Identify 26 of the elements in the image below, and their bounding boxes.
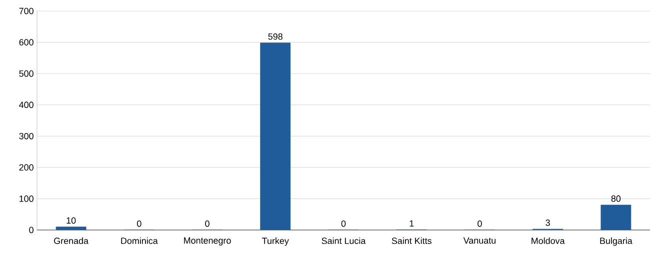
- data-label: 10: [66, 217, 76, 224]
- y-tick-label: 500: [19, 70, 34, 77]
- y-tick-label: 200: [19, 164, 34, 171]
- data-label: 0: [478, 220, 482, 227]
- data-label: 598: [268, 33, 282, 40]
- x-tick-label: Moldova: [532, 237, 565, 244]
- data-label: 0: [137, 220, 142, 227]
- data-label: 3: [546, 220, 550, 226]
- data-label: 0: [341, 220, 346, 227]
- x-tick-label: Grenada: [54, 237, 88, 244]
- data-label: 80: [611, 195, 621, 202]
- x-tick-label: Saint Kitts: [392, 237, 432, 244]
- x-tick-label: Dominica: [121, 237, 158, 244]
- x-tick-label: Vanuatu: [463, 237, 496, 244]
- x-tick-label: Turkey: [262, 237, 289, 246]
- y-tick-label: 0: [29, 226, 34, 234]
- x-tick-label: Montenegro: [184, 237, 231, 246]
- x-tick-label: Saint Lucia: [322, 237, 366, 244]
- y-tick-label: 100: [20, 196, 34, 202]
- data-label: 1: [410, 220, 414, 226]
- y-tick-label: 600: [19, 39, 34, 46]
- data-label: 0: [205, 220, 210, 227]
- y-tick-label: 300: [19, 132, 34, 140]
- y-tick-label: 400: [19, 102, 34, 108]
- y-tick-label: 700: [19, 8, 34, 14]
- x-tick-label: Bulgaria: [600, 237, 632, 246]
